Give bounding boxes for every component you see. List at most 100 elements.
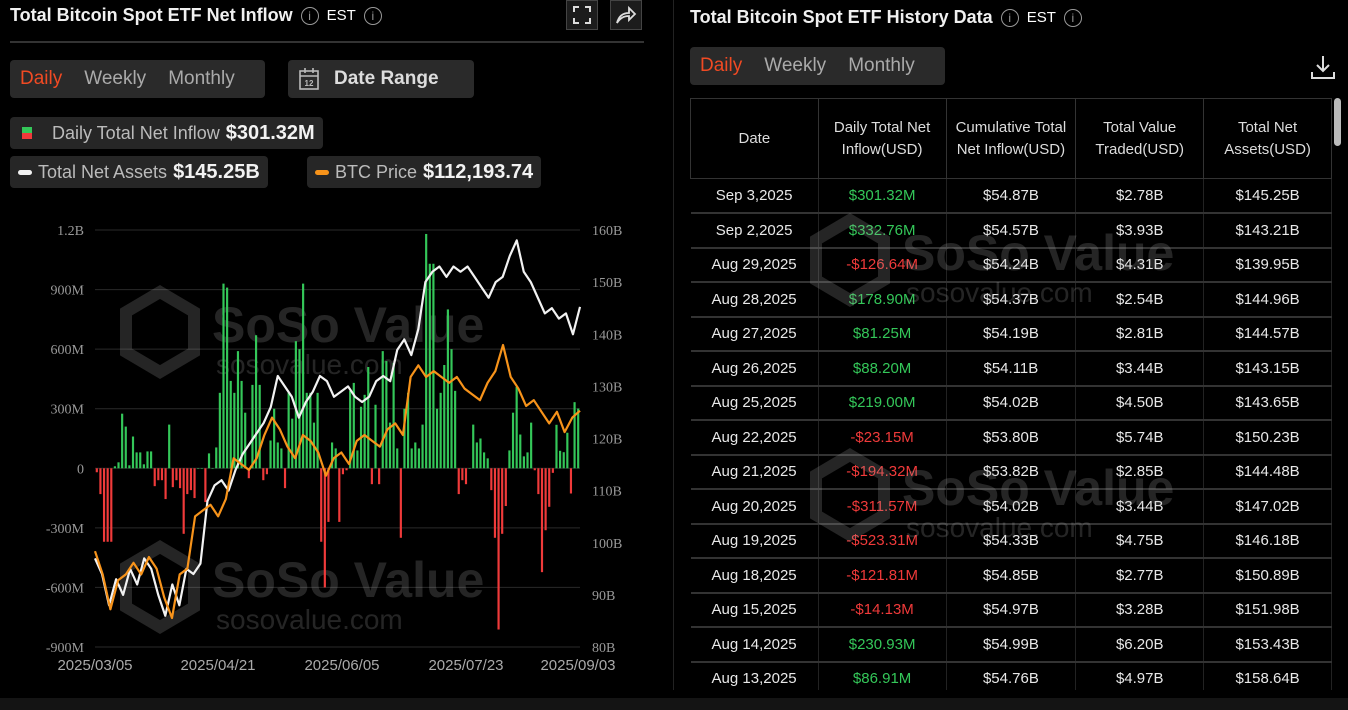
table-row[interactable]: Aug 22,2025 -$23.15M $53.80B $5.74B $150.23B [690,420,1332,456]
inflow-bar [446,309,449,469]
date-range-button[interactable]: 12 Date Range [288,60,474,98]
inflow-cell: $230.93M [818,627,947,663]
traded-cell: $4.31B [1075,247,1205,283]
panel-divider [673,0,674,690]
divider [10,41,644,43]
info-icon[interactable]: i [300,6,319,25]
inflow-bar [142,464,145,469]
table-row[interactable]: Aug 20,2025 -$311.57M $54.02B $3.44B $147.02… [690,489,1332,525]
inflow-cell: $219.00M [818,385,947,421]
y-right-tick: 90B [592,589,615,604]
assets-cell: $144.48B [1203,454,1332,490]
assets-swatch-icon [18,169,32,175]
date-cell: Sep 3,2025 [690,178,819,214]
inflow-bar [175,468,178,481]
tab-monthly[interactable]: Monthly [168,68,235,89]
inflow-bar [193,468,196,499]
inflow-bar [262,468,265,481]
assets-cell: $143.65B [1203,385,1332,421]
table-row[interactable]: Aug 13,2025 $86.91M $54.76B $4.97B $158.64B [690,661,1332,690]
tab-daily[interactable]: Daily [700,55,743,76]
inflow-bar [410,448,413,469]
inflow-bar [425,233,428,469]
tab-weekly[interactable]: Weekly [84,68,147,89]
table-scrollbar[interactable] [1334,98,1341,146]
inflow-bar [269,440,272,469]
column-header: Total Net Assets(USD) [1203,98,1332,179]
inflow-bar [551,468,554,473]
y-left-tick: 600M [51,343,85,358]
info-icon[interactable]: i [363,6,382,25]
timezone-label: EST [1026,9,1056,26]
info-icon[interactable]: i [1000,8,1019,27]
table-row[interactable]: Aug 29,2025 -$126.64M $54.24B $4.31B $139.95… [690,247,1332,283]
inflow-bar [222,283,225,469]
cumulative-cell: $54.85B [946,558,1077,594]
inflow-swatch-icon [22,127,32,139]
inflow-bar [468,468,471,469]
table-row[interactable]: Sep 3,2025 $301.32M $54.87B $2.78B $145.25B [690,178,1332,214]
inflow-bar [204,468,207,503]
inflow-bar [294,341,297,469]
inflow-bar [128,465,131,469]
x-tick: 2025/04/21 [180,657,255,674]
table-row[interactable]: Aug 27,2025 $81.25M $54.19B $2.81B $144.57B [690,316,1332,352]
inflow-chart: 1.2B 900M 600M 300M 0 -300M -600M -900M 160B 150B… [46,224,622,674]
info-icon[interactable]: i [1063,8,1082,27]
history-period-tabs: Daily Weekly Monthly [690,47,945,85]
inflow-bar [135,452,138,469]
assets-cell: $146.18B [1203,523,1332,559]
inflow-period-tabs: Daily Weekly Monthly [10,60,265,98]
inflow-bar [461,468,464,481]
inflow-bar [247,468,250,479]
calendar-icon: 12 [299,68,319,90]
tab-daily[interactable]: Daily [20,68,63,89]
download-icon[interactable] [1310,54,1336,80]
btc-price-line [93,343,581,620]
share-button[interactable] [610,0,642,30]
table-row[interactable]: Aug 19,2025 -$523.31M $54.33B $4.75B $146.18… [690,523,1332,559]
assets-cell: $143.15B [1203,351,1332,387]
date-cell: Aug 13,2025 [690,661,819,690]
inflow-bar [472,424,475,469]
date-cell: Aug 18,2025 [690,558,819,594]
tab-monthly[interactable]: Monthly [848,55,915,76]
btc-swatch-icon [315,169,329,175]
table-row[interactable]: Aug 21,2025 -$194.32M $53.82B $2.85B $144.48… [690,454,1332,490]
assets-cell: $139.95B [1203,247,1332,283]
assets-cell: $150.23B [1203,420,1332,456]
table-row[interactable]: Aug 25,2025 $219.00M $54.02B $4.50B $143.65B [690,385,1332,421]
inflow-bar [385,361,388,469]
watermark-url: sosovalue.com [906,277,1093,308]
table-row[interactable]: Sep 2,2025 $332.76M $54.57B $3.93B $143.21B [690,213,1332,249]
inflow-bar [240,380,243,469]
watermark-url: sosovalue.com [216,349,403,380]
legend-label: Daily Total Net Inflow [52,122,220,143]
legend-btc[interactable]: BTC Price $112,193.74 [307,156,542,188]
panel-title-text: Total Bitcoin Spot ETF Net Inflow [10,5,293,25]
y-left-tick: 1.2B [57,224,84,239]
inflow-bar [573,402,576,469]
table-row[interactable]: Aug 26,2025 $88.20M $54.11B $3.44B $143.15B [690,351,1332,387]
inflow-cell: $81.25M [818,316,947,352]
traded-cell: $4.50B [1075,385,1205,421]
inflow-bar [298,349,301,469]
table-row[interactable]: Aug 18,2025 -$121.81M $54.85B $2.77B $150.89… [690,558,1332,594]
inflow-bar [334,448,337,469]
legend-inflow[interactable]: Daily Total Net Inflow $301.32M [10,117,323,149]
inflow-bar [291,418,294,469]
inflow-bar [341,468,345,475]
tab-weekly[interactable]: Weekly [764,55,827,76]
inflow-bar [421,424,424,469]
inflow-bar [540,468,544,573]
legend-assets[interactable]: Total Net Assets $145.25B [10,156,268,188]
assets-cell: $150.89B [1203,558,1332,594]
table-row[interactable]: Aug 15,2025 -$14.13M $54.97B $3.28B $151.98B [690,592,1332,628]
inflow-cell: -$311.57M [818,489,947,525]
fullscreen-button[interactable] [566,0,598,30]
table-row[interactable]: Aug 14,2025 $230.93M $54.99B $6.20B $153.43B [690,627,1332,663]
inflow-bar [577,408,580,469]
table-row[interactable]: Aug 28,2025 $178.90M $54.37B $2.54B $144.96B [690,282,1332,318]
